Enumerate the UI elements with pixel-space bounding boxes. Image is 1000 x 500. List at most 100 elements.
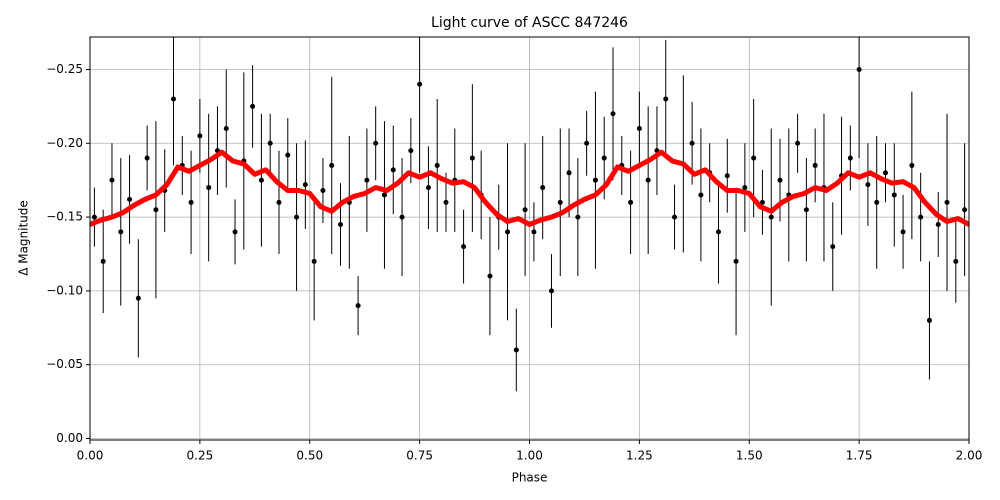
data-point [882,170,888,176]
data-point [672,214,678,220]
y-tick-label: −0.05 [46,357,83,371]
data-point [689,140,695,146]
data-point [847,155,853,161]
x-tick-label: 1.50 [736,449,763,463]
data-point [540,185,546,191]
chart-title: Light curve of ASCC 847246 [431,15,628,31]
data-point [320,188,326,194]
plot-area [90,37,969,392]
data-point [768,214,774,220]
data-point [461,244,467,250]
data-point [900,229,906,235]
data-point [364,177,370,183]
data-point [610,111,616,117]
data-point [223,126,229,132]
data-point [777,177,783,183]
data-point [434,162,440,168]
smoothed-curve [90,149,969,227]
data-point [522,207,528,213]
data-point [566,170,572,176]
data-point [487,273,493,279]
data-point [944,199,950,205]
data-point [443,199,449,205]
x-tick-label: 1.00 [516,449,543,463]
data-point [531,229,537,235]
data-point [874,199,880,205]
data-point [381,192,387,198]
x-tick-label: 0.75 [406,449,433,463]
y-tick-label: −0.15 [46,210,83,224]
data-point [601,155,607,161]
data-point [584,140,590,146]
data-point [918,214,924,220]
data-point [135,295,141,301]
x-tick-label: 1.75 [846,449,873,463]
x-axis-label: Phase [512,471,548,485]
ticks: 0.00 0.25 0.50 0.75 1.00 1.25 1.50 1.75 2.00 0.00… [46,62,982,463]
data-point [953,258,959,264]
data-point [250,103,256,109]
data-point [513,347,519,353]
data-point [698,192,704,198]
data-point [575,214,581,220]
data-point [425,185,431,191]
data-point [100,258,106,264]
y-tick-label: −0.10 [46,283,83,297]
data-point [733,258,739,264]
data-point [373,140,379,146]
data-point [188,199,194,205]
x-tick-label: 0.25 [187,449,214,463]
data-point [663,96,669,102]
data-point [926,317,932,323]
data-point [232,229,238,235]
data-point [302,182,308,188]
data-point [127,196,133,202]
data-point [171,96,177,102]
data-point [408,148,414,154]
data-point [276,199,282,205]
x-tick-label: 1.25 [626,449,653,463]
x-tick-label: 0.00 [77,449,104,463]
data-point [795,140,801,146]
data-point [724,173,730,179]
data-point [294,214,300,220]
data-point [311,258,317,264]
data-point [636,126,642,132]
data-point [751,155,757,161]
data-point [592,177,598,183]
y-tick-label: 0.00 [56,431,83,445]
data-point [206,185,212,191]
x-tick-label: 2.00 [956,449,983,463]
data-point [329,162,335,168]
data-point [258,177,264,183]
data-point [399,214,405,220]
data-point [338,221,344,227]
data-point [962,207,968,213]
data-point [557,199,563,205]
data-point [469,155,475,161]
data-point [118,229,124,235]
data-point [267,140,273,146]
data-point [390,167,396,173]
y-axis-label: Δ Magnitude [17,200,31,276]
data-point [865,182,871,188]
data-point [355,303,361,309]
data-point [803,207,809,213]
data-point [285,152,291,158]
data-point [628,199,634,205]
data-point [891,192,897,198]
x-tick-label: 0.50 [296,449,323,463]
data-point [812,162,818,168]
y-tick-label: −0.20 [46,136,83,150]
data-point [830,244,836,250]
data-point [645,177,651,183]
y-tick-label: −0.25 [46,62,83,76]
data-point [417,81,423,87]
data-point [742,185,748,191]
data-point [153,207,159,213]
data-point [935,221,941,227]
data-point [505,229,511,235]
data-point [197,133,203,139]
data-point [548,288,554,294]
